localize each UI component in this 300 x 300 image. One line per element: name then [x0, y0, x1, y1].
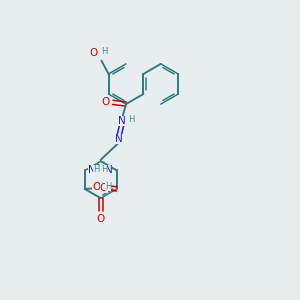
Text: O: O [97, 214, 105, 224]
Text: O: O [100, 183, 108, 193]
Text: H: H [128, 116, 135, 124]
Text: O: O [89, 48, 98, 58]
Text: H: H [101, 47, 107, 56]
Text: N: N [118, 116, 125, 127]
Text: O: O [101, 98, 110, 107]
Text: H: H [105, 182, 111, 191]
Text: O: O [92, 182, 100, 192]
Text: H: H [93, 165, 100, 174]
Text: H: H [101, 165, 107, 174]
Text: N: N [88, 166, 96, 176]
Text: N: N [115, 134, 123, 144]
Text: N: N [104, 166, 112, 176]
